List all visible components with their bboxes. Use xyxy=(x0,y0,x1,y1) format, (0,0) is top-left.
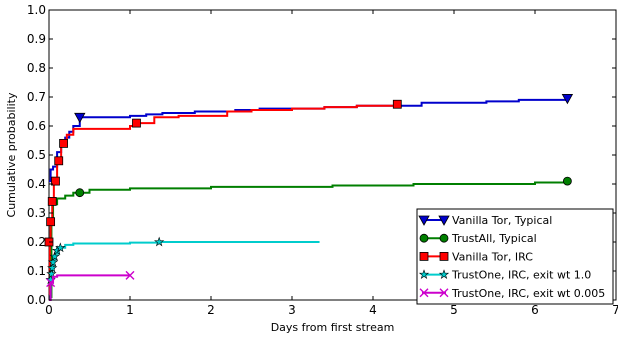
legend-marker xyxy=(419,288,429,298)
y-tick-label: 0.2 xyxy=(27,235,46,249)
series-marker xyxy=(74,112,86,124)
series-marker xyxy=(51,176,60,186)
legend-entry: Vanilla Tor, Typical xyxy=(418,214,552,227)
legend-entry: TrustOne, IRC, exit wt 1.0 xyxy=(418,269,591,282)
series-marker xyxy=(47,256,59,267)
x-tick-label: 4 xyxy=(369,303,377,317)
series-marker xyxy=(46,278,56,288)
series-marker xyxy=(154,236,165,247)
x-tick-label: 1 xyxy=(126,303,134,317)
legend-entry: TrustOne, IRC, exit wt 0.005 xyxy=(419,287,605,300)
series-marker xyxy=(561,94,574,105)
series-marker xyxy=(46,217,56,227)
series-marker xyxy=(47,262,58,273)
series-2 xyxy=(49,176,572,299)
series-marker xyxy=(563,176,572,186)
series-line xyxy=(49,181,569,299)
legend-entry: Vanilla Tor, IRC xyxy=(419,250,533,263)
legend-marker xyxy=(418,269,430,279)
x-tick-label: 7 xyxy=(612,303,618,317)
legend-label: Vanilla Tor, IRC xyxy=(452,250,533,263)
x-tick-label: 0 xyxy=(45,303,53,317)
y-tick-label: 0.8 xyxy=(27,61,46,75)
y-tick-label: 0.5 xyxy=(27,148,46,162)
legend-marker xyxy=(439,251,449,261)
series-marker xyxy=(55,242,66,253)
series-marker xyxy=(54,156,64,166)
x-axis-label: Days from first stream xyxy=(271,321,395,334)
series-line xyxy=(49,274,130,301)
series-marker xyxy=(125,270,135,280)
legend-label: TrustOne, IRC, exit wt 1.0 xyxy=(451,269,591,282)
legend-box xyxy=(416,208,614,305)
legend-label: Vanilla Tor, Typical xyxy=(452,214,552,227)
axes-layer: 0 1 2 3 4 5 6 7 0.0 0.1 0.2 0.3 0.4 0.5 0.6 0.7 0.8 0.9 1.… xyxy=(27,3,618,317)
x-tick-label: 6 xyxy=(531,303,539,317)
y-tick-label: 1.0 xyxy=(27,3,46,17)
y-tick-label: 0.0 xyxy=(27,293,46,307)
legend-marker xyxy=(439,288,449,298)
series-marker xyxy=(392,99,402,109)
x-tick-label: 2 xyxy=(207,303,215,317)
y-tick-label: 0.7 xyxy=(27,90,46,104)
x-tick-label: 5 xyxy=(450,303,458,317)
legend-marker xyxy=(438,215,450,226)
y-tick-label: 0.6 xyxy=(27,119,46,133)
series-marker xyxy=(132,118,141,128)
legend-label: TrustOne, IRC, exit wt 0.005 xyxy=(451,287,605,300)
series-marker xyxy=(75,188,85,198)
legend: Vanilla Tor, Typical TrustAll, Typical Van… xyxy=(416,208,614,305)
legend-marker xyxy=(418,215,430,226)
y-tick-label: 0.1 xyxy=(27,264,46,278)
legend-marker xyxy=(438,269,450,279)
legend-label: TrustAll, Typical xyxy=(451,232,537,245)
series-4 xyxy=(45,236,320,301)
series-5 xyxy=(46,270,135,301)
series-marker xyxy=(59,138,68,148)
legend-marker xyxy=(419,251,429,261)
x-tick-label: 3 xyxy=(288,303,296,317)
legend-marker xyxy=(439,233,449,243)
series-marker xyxy=(47,196,57,206)
series-marker xyxy=(49,251,60,261)
y-tick-label: 0.4 xyxy=(27,177,46,191)
series-marker xyxy=(46,268,57,279)
y-axis-label: Cumulative probability xyxy=(5,92,18,217)
y-tick-label: 0.9 xyxy=(27,32,46,46)
legend-marker xyxy=(419,233,429,243)
legend-entry: TrustAll, Typical xyxy=(419,232,537,245)
y-tick-label: 0.3 xyxy=(27,206,46,220)
